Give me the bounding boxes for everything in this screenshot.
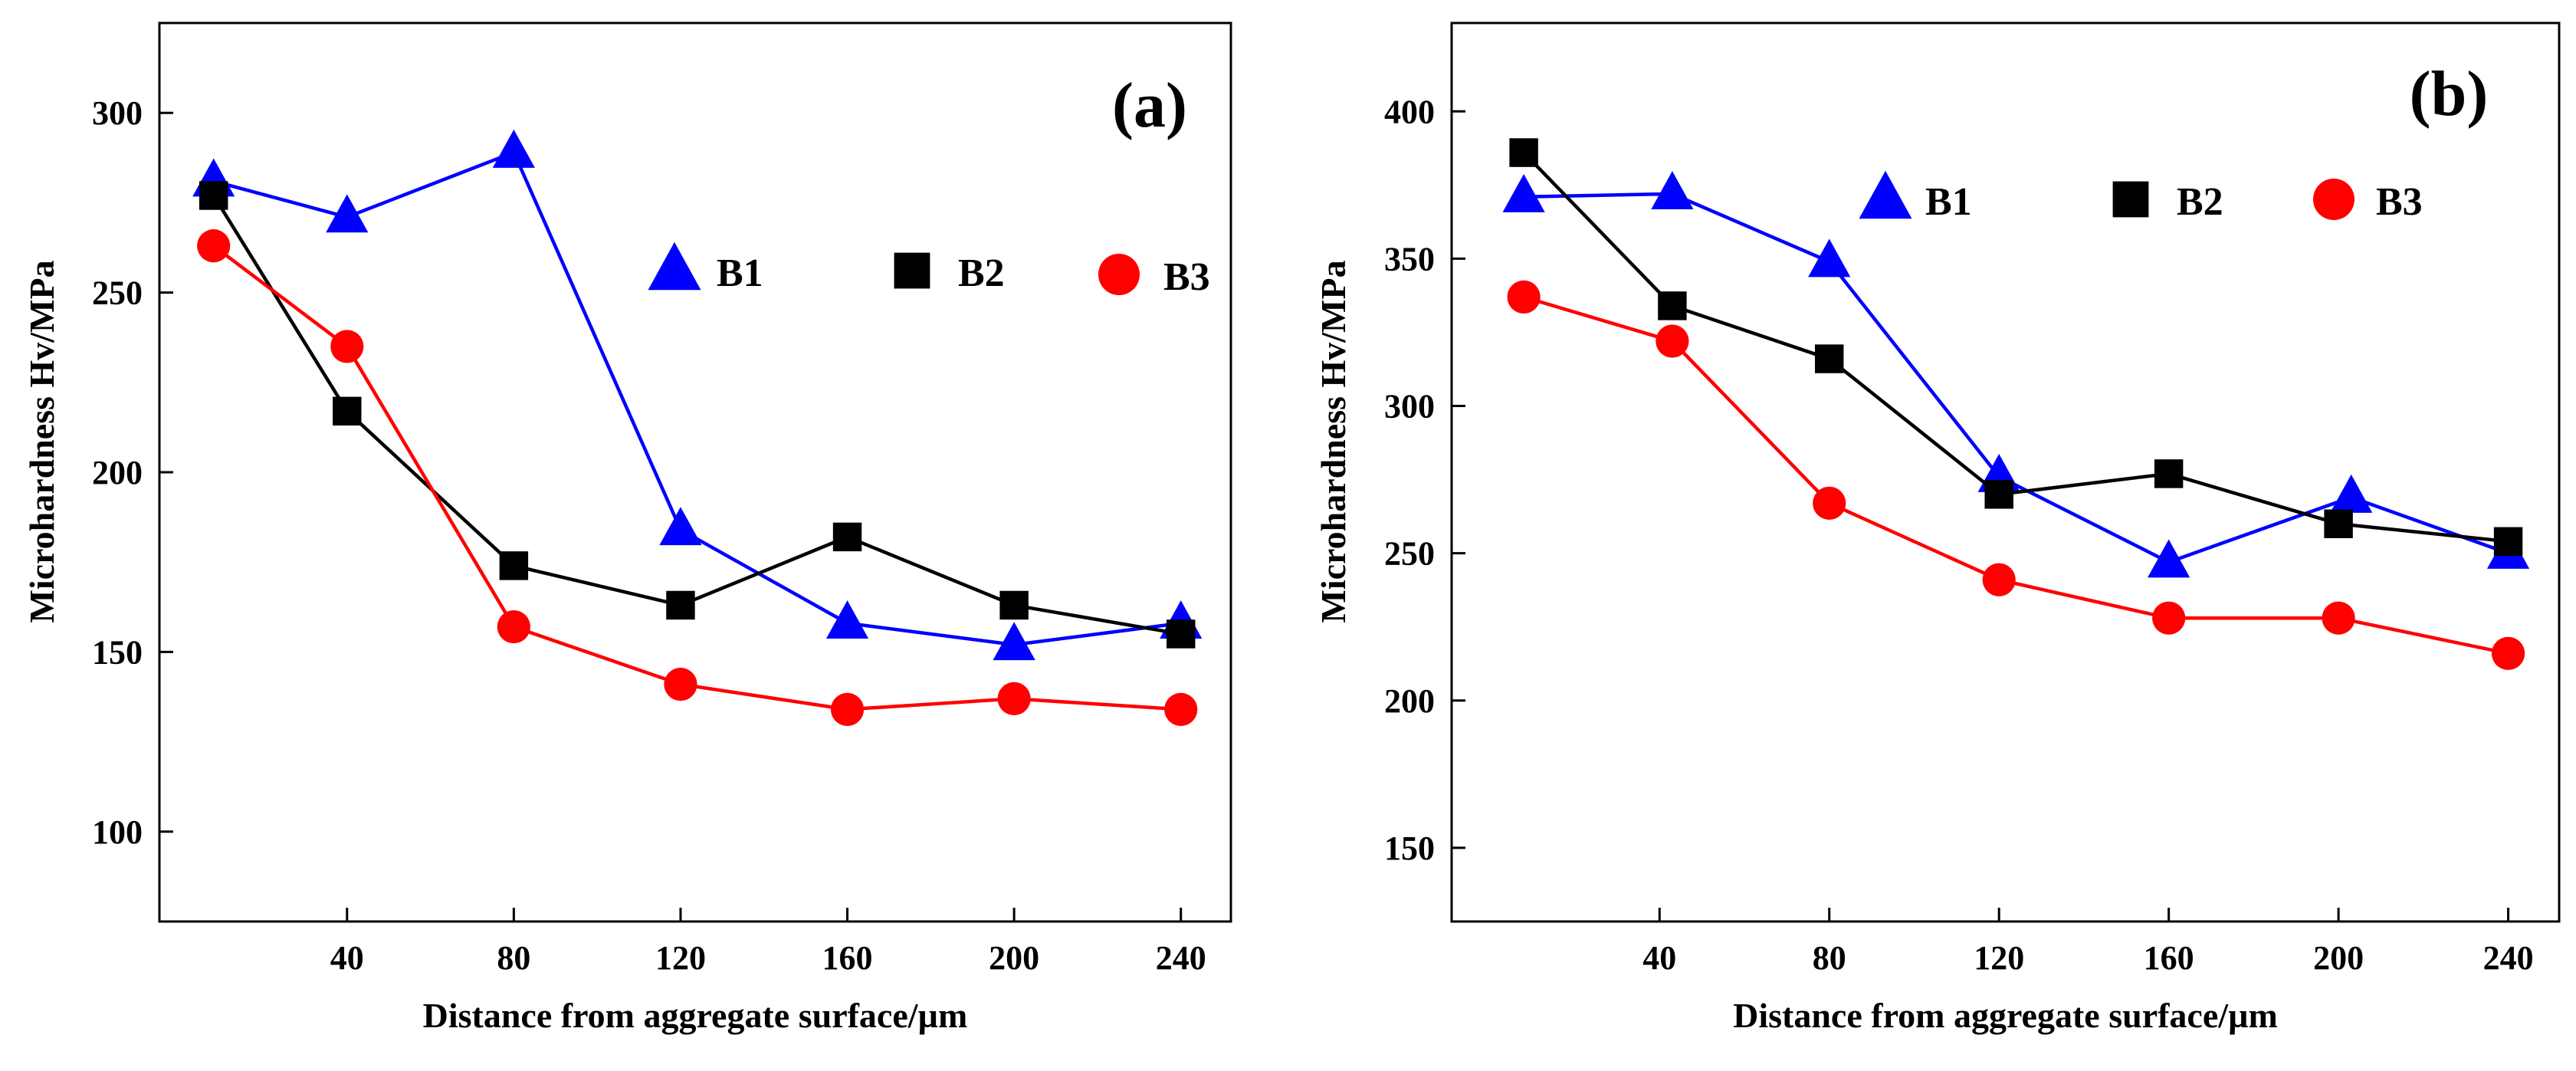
legend-label-b3: B3 (2376, 180, 2423, 224)
data-point-b1 (1808, 238, 1851, 278)
data-point-b2 (1658, 291, 1687, 320)
data-point-b2 (333, 396, 362, 426)
x-tick-label: 120 (1974, 939, 2024, 977)
legend-label-b2: B2 (958, 251, 1005, 295)
panel-label: (a) (1112, 70, 1187, 141)
y-tick-label: 250 (92, 274, 143, 312)
data-point-b2 (1815, 344, 1844, 373)
data-point-b2 (499, 551, 529, 580)
x-tick-label: 240 (2483, 939, 2534, 977)
data-point-b1 (993, 622, 1035, 661)
legend-marker-b3 (1098, 254, 1140, 295)
legend-label-b2: B2 (2177, 180, 2223, 224)
data-point-b3 (1164, 692, 1198, 727)
data-point-b3 (830, 692, 865, 727)
data-point-b3 (197, 229, 231, 263)
y-tick-label: 400 (1384, 93, 1435, 130)
data-point-b1 (492, 130, 535, 168)
x-tick-label: 200 (2313, 939, 2364, 977)
y-axis-label: Microhardness Hv/MPa (22, 260, 61, 623)
data-point-b3 (2152, 601, 2186, 635)
data-point-b3 (1813, 486, 1846, 520)
x-tick-label: 40 (330, 939, 364, 977)
y-tick-label: 150 (92, 633, 143, 671)
y-tick-label: 200 (92, 454, 143, 491)
data-point-b1 (1651, 171, 1694, 210)
data-point-b2 (999, 590, 1029, 620)
x-tick-label: 200 (989, 939, 1039, 977)
data-point-b2 (832, 522, 862, 552)
legend-marker-b3 (2313, 179, 2354, 220)
legend-label-b3: B3 (1163, 255, 1210, 299)
data-point-b1 (2148, 539, 2190, 578)
data-point-b3 (1507, 280, 1541, 314)
legend-label-b1: B1 (1925, 180, 1972, 224)
data-point-b2 (199, 181, 228, 210)
data-point-b3 (2491, 636, 2525, 670)
data-point-b3 (497, 609, 530, 644)
y-tick-label: 350 (1384, 240, 1435, 278)
panel-label: (b) (2410, 58, 2489, 130)
plot-frame (158, 21, 1232, 923)
chart-panel-b: 40 80 120 160 200 240 150 200 250 300 350 400 Distan… (1314, 21, 2561, 1035)
data-point-b3 (1982, 563, 2016, 596)
legend-label-b1: B1 (717, 251, 763, 295)
x-tick-label: 40 (1642, 939, 1676, 977)
data-point-b1 (1502, 173, 1545, 212)
y-tick-label: 250 (1384, 535, 1435, 573)
y-tick-label: 200 (1384, 682, 1435, 720)
data-point-b2 (666, 590, 695, 620)
data-point-b2 (2324, 509, 2353, 538)
x-tick-label: 120 (655, 939, 706, 977)
y-tick-label: 150 (1384, 830, 1435, 867)
x-tick-label: 240 (1156, 939, 1206, 977)
data-point-b1 (659, 507, 702, 546)
series-line-b3 (212, 244, 1181, 711)
y-tick-label: 100 (92, 813, 143, 851)
legend-marker-b1 (1859, 170, 1912, 219)
legend-marker-b2 (894, 252, 930, 289)
legend-marker-b1 (648, 241, 701, 291)
y-axis-label: Microhardness Hv/MPa (1314, 260, 1353, 623)
data-point-b2 (1984, 480, 2013, 509)
data-point-b2 (2154, 459, 2184, 488)
chart-panel-a: 40 80 120 160 200 240 100 150 200 250 300 Distance … (22, 21, 1232, 1035)
data-point-b2 (1167, 619, 1196, 649)
x-tick-label: 160 (2144, 939, 2194, 977)
legend-marker-b2 (2112, 181, 2149, 218)
data-point-b3 (1656, 324, 1689, 358)
data-point-b1 (825, 600, 869, 639)
data-point-b1 (2330, 474, 2373, 513)
data-point-b3 (997, 682, 1031, 715)
x-tick-label: 80 (497, 939, 530, 977)
y-tick-label: 300 (92, 94, 143, 132)
data-point-b1 (326, 194, 369, 233)
y-tick-label: 300 (1384, 388, 1435, 425)
x-tick-label: 80 (1813, 939, 1846, 977)
data-point-b3 (2322, 601, 2355, 635)
data-point-b3 (330, 330, 364, 363)
x-tick-label: 160 (822, 939, 873, 977)
plot-frame (1450, 21, 2561, 923)
data-point-b3 (664, 667, 697, 701)
x-axis-label: Distance from aggregate surface/µm (1733, 996, 2278, 1035)
x-axis-label: Distance from aggregate surface/µm (423, 996, 968, 1035)
data-point-b2 (2493, 527, 2523, 557)
data-point-b2 (1509, 138, 1538, 167)
